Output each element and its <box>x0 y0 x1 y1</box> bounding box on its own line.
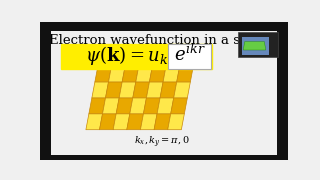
Polygon shape <box>171 98 188 114</box>
FancyBboxPatch shape <box>238 31 277 57</box>
Polygon shape <box>102 98 119 114</box>
Polygon shape <box>157 98 174 114</box>
Polygon shape <box>95 66 112 82</box>
FancyBboxPatch shape <box>61 44 212 69</box>
FancyBboxPatch shape <box>40 22 51 160</box>
Polygon shape <box>133 82 149 98</box>
Polygon shape <box>113 114 130 130</box>
Polygon shape <box>140 114 157 130</box>
Polygon shape <box>243 42 266 50</box>
Polygon shape <box>174 82 190 98</box>
Polygon shape <box>168 114 184 130</box>
Polygon shape <box>163 66 180 82</box>
Polygon shape <box>108 66 125 82</box>
FancyBboxPatch shape <box>242 37 269 55</box>
Text: Electron wavefunction in a solid: Electron wavefunction in a solid <box>49 34 264 47</box>
Polygon shape <box>119 82 136 98</box>
Text: $k_x, k_y = \pi, 0$: $k_x, k_y = \pi, 0$ <box>134 135 189 150</box>
FancyBboxPatch shape <box>40 155 288 160</box>
Polygon shape <box>147 82 163 98</box>
Polygon shape <box>100 114 116 130</box>
Polygon shape <box>86 114 102 130</box>
Polygon shape <box>154 114 171 130</box>
Polygon shape <box>136 66 152 82</box>
Text: $e^{ikr}$: $e^{ikr}$ <box>174 44 206 65</box>
FancyBboxPatch shape <box>277 22 288 160</box>
Polygon shape <box>89 98 106 114</box>
FancyBboxPatch shape <box>168 44 211 69</box>
Polygon shape <box>106 82 122 98</box>
Polygon shape <box>160 82 177 98</box>
Polygon shape <box>122 66 139 82</box>
FancyBboxPatch shape <box>40 22 288 31</box>
Text: $\psi(\mathbf{k}) = u_k$: $\psi(\mathbf{k}) = u_k$ <box>85 44 168 67</box>
Polygon shape <box>92 82 108 98</box>
Polygon shape <box>127 114 143 130</box>
Polygon shape <box>130 98 147 114</box>
Polygon shape <box>143 98 160 114</box>
Polygon shape <box>116 98 133 114</box>
Polygon shape <box>149 66 166 82</box>
Polygon shape <box>177 66 193 82</box>
